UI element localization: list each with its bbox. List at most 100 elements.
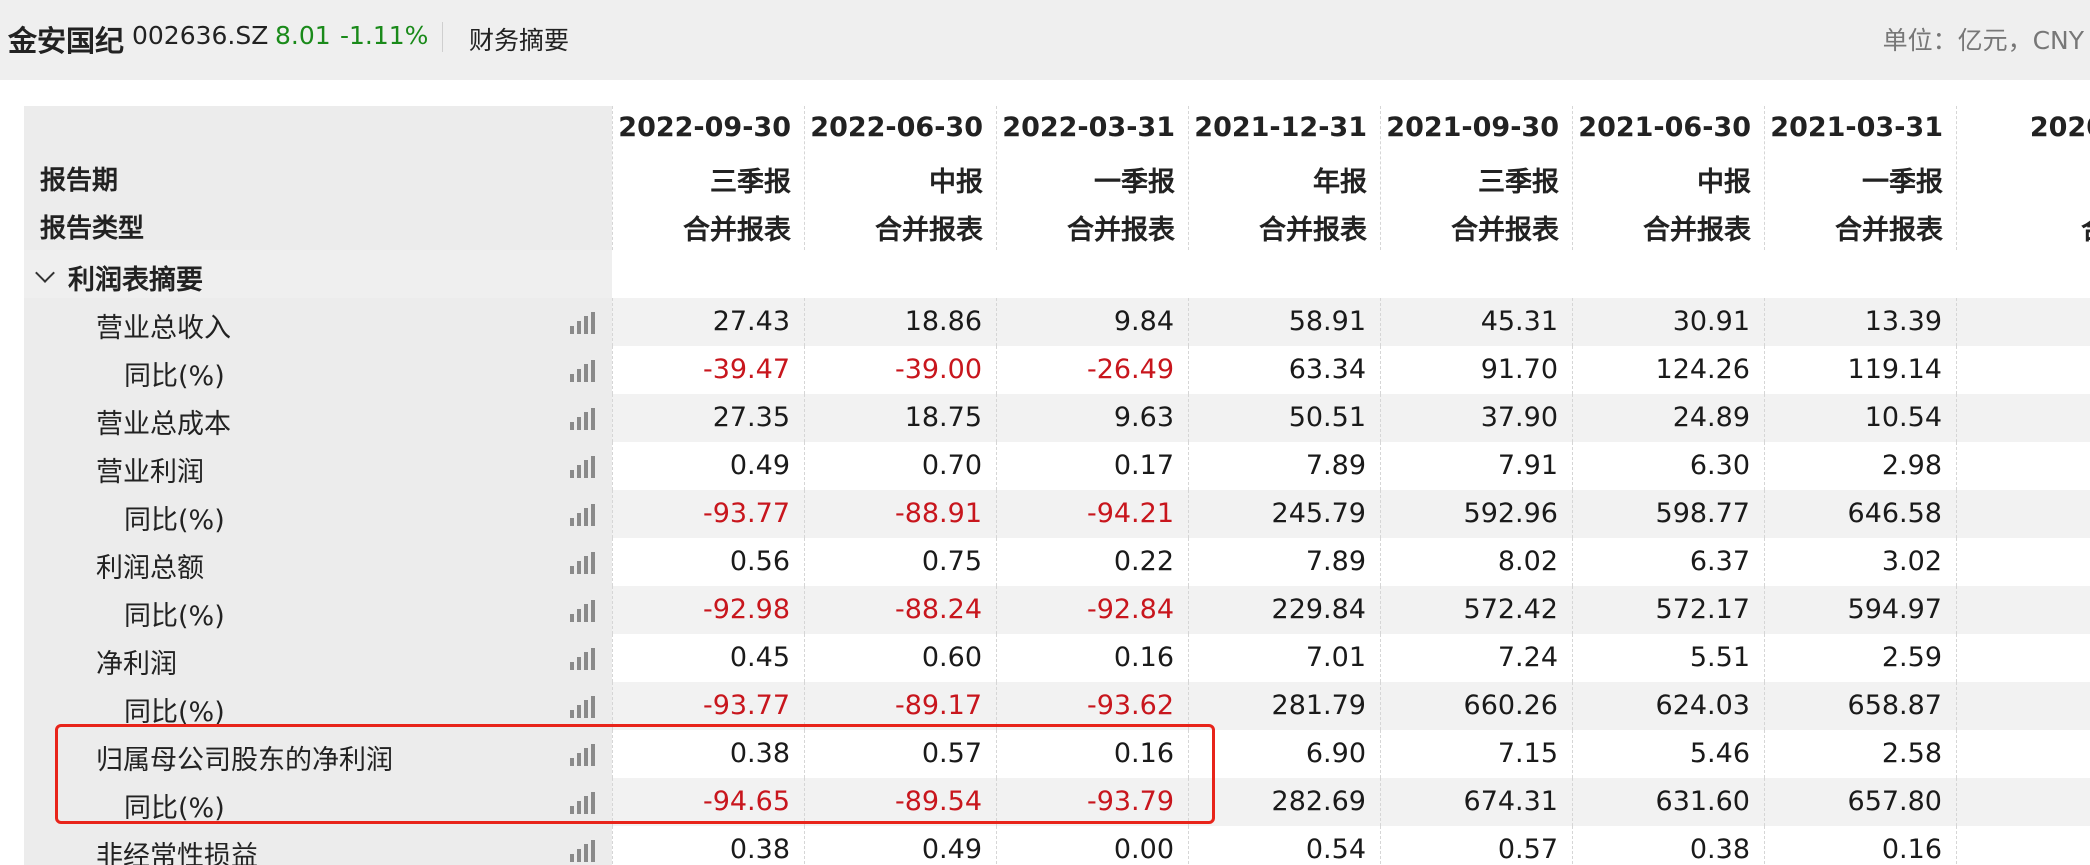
column-header-report-type: 合并报表 xyxy=(1067,215,1175,246)
value-cell xyxy=(1956,442,2090,490)
row-values: 0.38 0.49 0.00 0.54 0.57 0.38 0.16 xyxy=(612,826,2090,865)
cell-value: 7.24 xyxy=(1497,642,1558,673)
column-header-period-type: 三季报 xyxy=(1478,167,1559,198)
column-header[interactable]: 2022-06-30 中报 合并报表 xyxy=(804,106,997,250)
bar-chart-icon[interactable] xyxy=(570,456,595,478)
value-cell: -88.91 xyxy=(804,490,996,538)
column-header[interactable]: 2021-12-31 年报 合并报表 xyxy=(1188,106,1381,250)
value-cell: 0.16 xyxy=(996,634,1188,682)
column-header-period-type: 一季报 xyxy=(1094,167,1175,198)
value-cell: 45.31 xyxy=(1380,298,1572,346)
row-label-cell: 净利润 xyxy=(24,634,612,682)
value-cell: 27.35 xyxy=(612,394,804,442)
value-cell: 0.17 xyxy=(996,442,1188,490)
value-cell: -88.24 xyxy=(804,586,996,634)
bar-chart-icon[interactable] xyxy=(570,504,595,526)
value-cell: 0.38 xyxy=(612,730,804,778)
cell-value: 0.45 xyxy=(729,642,790,673)
cell-value: 0.38 xyxy=(729,834,790,865)
column-header[interactable]: 2021-06-30 中报 合并报表 xyxy=(1572,106,1765,250)
value-cell: 0.56 xyxy=(612,538,804,586)
column-header[interactable]: 2022-03-31 一季报 合并报表 xyxy=(996,106,1189,250)
value-cell: -94.65 xyxy=(612,778,804,826)
column-header[interactable]: 2021-03-31 一季报 合并报表 xyxy=(1764,106,1957,250)
column-header[interactable]: 2021-09-30 三季报 合并报表 xyxy=(1380,106,1573,250)
cell-value: 658.87 xyxy=(1847,690,1942,721)
value-cell: -89.17 xyxy=(804,682,996,730)
cell-value: 18.75 xyxy=(904,402,982,433)
cell-value: 674.31 xyxy=(1463,786,1558,817)
bar-chart-icon[interactable] xyxy=(570,744,595,766)
bar-chart-icon[interactable] xyxy=(570,840,595,862)
divider xyxy=(442,22,443,52)
row-label: 同比(%) xyxy=(124,601,225,632)
value-cell: 660.26 xyxy=(1380,682,1572,730)
row-label-cell: 同比(%) xyxy=(24,682,612,730)
cell-value: 58.91 xyxy=(1288,306,1366,337)
stock-name: 金安国纪 xyxy=(8,24,125,58)
value-cell: 3 xyxy=(1956,298,2090,346)
value-cell: 0.57 xyxy=(1380,826,1572,865)
cell-value: 50.51 xyxy=(1288,402,1366,433)
bar-chart-icon[interactable] xyxy=(570,792,595,814)
cell-value: 6.30 xyxy=(1689,450,1750,481)
cell-value: 0.57 xyxy=(1497,834,1558,865)
column-header[interactable]: 2022-09-30 三季报 合并报表 xyxy=(612,106,805,250)
tab-financial-summary[interactable]: 财务摘要 xyxy=(469,26,570,55)
table-header-labels: 报告期 报告类型 xyxy=(24,106,612,250)
cell-value: 660.26 xyxy=(1463,690,1558,721)
cell-value: 0.56 xyxy=(729,546,790,577)
row-label: 非经常性损益 xyxy=(96,841,258,865)
bar-chart-icon[interactable] xyxy=(570,360,595,382)
value-cell: 2 xyxy=(1956,586,2090,634)
cell-value: 8.02 xyxy=(1497,546,1558,577)
cell-value: 594.97 xyxy=(1847,594,1942,625)
cell-value: 0.70 xyxy=(921,450,982,481)
column-header[interactable]: 2020-1 合并 xyxy=(1956,106,2090,250)
row-label: 营业利润 xyxy=(96,457,204,488)
table-row: 营业总收入 27.43 18.86 9.84 58.91 45.31 30.91 13.39 3 xyxy=(24,298,2090,346)
value-cell: 91.70 xyxy=(1380,346,1572,394)
bar-chart-icon[interactable] xyxy=(570,600,595,622)
bar-chart-icon[interactable] xyxy=(570,552,595,574)
cell-value: -93.77 xyxy=(702,498,790,529)
row-label-cell: 归属母公司股东的净利润 xyxy=(24,730,612,778)
row-label-cell: 同比(%) xyxy=(24,490,612,538)
financial-summary-table: 报告期 报告类型 2022-09-30 三季报 合并报表 2022-06-30 中报 合并… xyxy=(24,106,2090,865)
value-cell: 572.17 xyxy=(1572,586,1764,634)
row-label-cell: 营业总成本 xyxy=(24,394,612,442)
cell-value: 0.60 xyxy=(921,642,982,673)
value-cell: 1 xyxy=(1956,778,2090,826)
bar-chart-icon[interactable] xyxy=(570,648,595,670)
bar-chart-icon[interactable] xyxy=(570,408,595,430)
section-label-cell[interactable]: 利润表摘要 xyxy=(24,250,612,298)
column-header-report-type: 合并报表 xyxy=(1643,215,1751,246)
bar-chart-icon[interactable] xyxy=(570,696,595,718)
value-cell: 0.16 xyxy=(996,730,1188,778)
stock-change: -1.11% xyxy=(340,21,429,50)
cell-value: 646.58 xyxy=(1847,498,1942,529)
cell-value: 592.96 xyxy=(1463,498,1558,529)
column-header-period-type: 年报 xyxy=(1313,167,1367,198)
cell-value: 572.42 xyxy=(1463,594,1558,625)
row-label-cell: 非经常性损益 xyxy=(24,826,612,865)
value-cell: -89.54 xyxy=(804,778,996,826)
section-row[interactable]: 利润表摘要 xyxy=(24,250,2090,298)
column-header-period-type: 中报 xyxy=(929,167,983,198)
value-cell: 7.89 xyxy=(1188,538,1380,586)
row-values: 27.43 18.86 9.84 58.91 45.31 30.91 13.39 3 xyxy=(612,298,2090,346)
value-cell: 282.69 xyxy=(1188,778,1380,826)
value-cell: 30.91 xyxy=(1572,298,1764,346)
cell-value: 0.38 xyxy=(1689,834,1750,865)
chevron-down-icon[interactable] xyxy=(35,263,55,283)
value-cell: 0.60 xyxy=(804,634,996,682)
value-cell: 119.14 xyxy=(1764,346,1956,394)
cell-value: 657.80 xyxy=(1847,786,1942,817)
row-label-cell: 利润总额 xyxy=(24,538,612,586)
unit-label: 单位：亿元，CNY xyxy=(1882,26,2084,55)
cell-value: 0.16 xyxy=(1113,642,1174,673)
value-cell: 594.97 xyxy=(1764,586,1956,634)
bar-chart-icon[interactable] xyxy=(570,312,595,334)
row-label-cell: 营业利润 xyxy=(24,442,612,490)
value-cell: -92.84 xyxy=(996,586,1188,634)
